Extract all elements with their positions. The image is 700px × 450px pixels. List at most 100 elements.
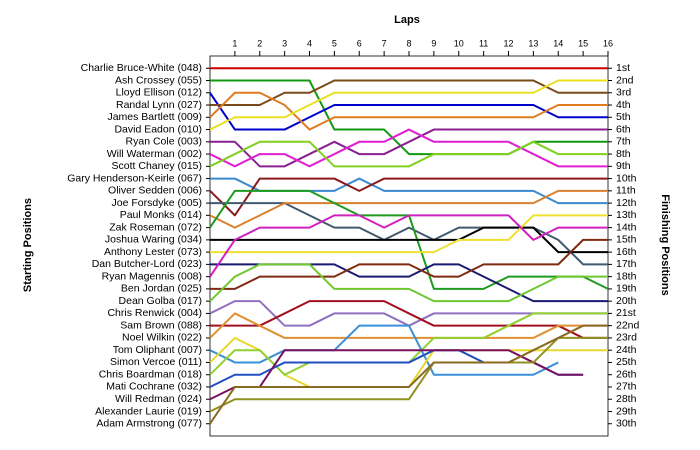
driver-label: Scott Chaney (015) (112, 160, 202, 172)
x-tick-label: 8 (406, 38, 411, 48)
driver-label: Will Redman (024) (115, 393, 202, 405)
driver-label: Ryan Magennis (008) (102, 270, 202, 282)
y2-tick-label: 15th (616, 234, 637, 246)
position-line (209, 324, 608, 425)
position-line (210, 128, 608, 168)
y2-tick-label: 21st (616, 307, 636, 319)
position-line (209, 92, 608, 131)
driver-label: Chris Boardman (018) (99, 368, 202, 380)
driver-label: Mati Cochrane (032) (106, 381, 202, 393)
x-tick-label: 13 (528, 38, 538, 48)
y2-tick-label: 3rd (616, 87, 631, 99)
y2-tick-label: 25th (616, 356, 637, 368)
position-line (210, 79, 608, 156)
position-line (210, 238, 608, 290)
driver-label: Ash Crossey (055) (115, 74, 202, 86)
position-line (209, 336, 608, 413)
x-tick-label: 9 (431, 38, 436, 48)
x-tick-label: 7 (382, 38, 387, 48)
x-tick-label: 1 (232, 38, 237, 48)
y2-tick-label: 29th (616, 405, 637, 417)
driver-label: Joe Forsdyke (005) (112, 197, 202, 209)
driver-label: Alexander Laurie (019) (95, 405, 202, 417)
x-tick-label: 6 (357, 38, 362, 48)
y2-tick-label: 14th (616, 221, 637, 233)
x-tick-label: 14 (553, 38, 563, 48)
y2-tick-label: 13th (616, 209, 637, 221)
driver-label: Sam Brown (088) (120, 319, 202, 331)
x-tick-label: 12 (503, 38, 513, 48)
position-line (210, 79, 608, 107)
driver-label: Simon Vercoe (011) (110, 356, 202, 368)
x-tick-label: 16 (603, 38, 613, 48)
driver-label: Ben Jordan (025) (121, 283, 202, 295)
x-tick-label: 2 (257, 38, 262, 48)
y2-tick-label: 19th (616, 283, 637, 295)
position-line (209, 214, 608, 278)
y2-tick-label: 11th (616, 185, 636, 197)
x-tick-label: 11 (479, 38, 488, 48)
position-line (209, 312, 608, 339)
x-tick-label: 15 (578, 38, 588, 48)
y2-tick-label: 10th (616, 172, 637, 184)
y2-tick-label: 26th (616, 368, 637, 380)
y2-tick-label: 22nd (616, 319, 640, 331)
y2-tick-label: 6th (616, 123, 631, 135)
driver-label: Lloyd Ellison (012) (116, 87, 202, 99)
x-tick-label: 3 (282, 38, 287, 48)
position-line (209, 91, 608, 131)
driver-label: Chris Renwick (004) (107, 307, 202, 319)
driver-label: Tom Oliphant (007) (113, 344, 202, 356)
driver-label: Anthony Lester (073) (104, 246, 202, 258)
position-line (210, 214, 608, 254)
driver-label: Joshua Waring (034) (105, 234, 202, 246)
driver-label: James Bartlett (009) (107, 111, 202, 123)
y2-tick-label: 28th (616, 393, 637, 405)
y2-tick-label: 24th (616, 344, 637, 356)
y2-tick-label: 23rd (616, 332, 637, 344)
y2-tick-label: 20th (616, 295, 637, 307)
y2-tick-label: 12th (616, 197, 637, 209)
x-axis-title: Laps (394, 14, 420, 26)
y2-tick-label: 8th (616, 148, 631, 160)
position-line (210, 202, 608, 266)
y2-tick-label: 7th (616, 136, 631, 148)
driver-label: Gary Henderson-Keirle (067) (67, 172, 202, 184)
driver-label: David Eadon (010) (114, 123, 202, 135)
y2-tick-label: 17th (616, 258, 637, 270)
driver-label: Will Waterman (002) (107, 148, 202, 160)
driver-label: Paul Monks (014) (120, 209, 202, 221)
y2-tick-label: 27th (616, 381, 637, 393)
y2-tick-label: 5th (616, 111, 631, 123)
driver-label: Charlie Bruce-White (048) (81, 62, 202, 74)
position-line (209, 177, 608, 217)
y2-tick-label: 2nd (616, 74, 634, 86)
position-line (209, 140, 608, 168)
y2-tick-label: 4th (616, 99, 631, 111)
driver-label: Zak Roseman (072) (109, 221, 202, 233)
position-line (209, 128, 608, 168)
x-tick-label: 4 (307, 38, 312, 48)
y2-axis-title: Finishing Positions (659, 194, 671, 295)
position-line (209, 79, 608, 131)
driver-label: Noel Wilkin (022) (122, 332, 202, 344)
y2-tick-label: 9th (616, 160, 631, 172)
driver-label: Adam Armstrong (077) (96, 418, 202, 430)
plot-area (209, 55, 609, 437)
driver-label: Dan Butcher-Lord (023) (92, 258, 202, 270)
x-tick-label: 10 (454, 38, 464, 48)
position-line (210, 300, 608, 339)
driver-label: Ryan Cole (003) (126, 136, 202, 148)
position-line (209, 263, 608, 303)
y2-tick-label: 16th (616, 246, 637, 258)
driver-label: Dean Golba (017) (119, 295, 202, 307)
y2-tick-label: 30th (616, 418, 637, 430)
x-tick-label: 5 (332, 38, 337, 48)
position-line (209, 189, 608, 229)
y-axis-title: Starting Positions (22, 198, 34, 292)
driver-label: Randal Lynn (027) (116, 99, 202, 111)
driver-label: Oliver Sedden (006) (108, 185, 202, 197)
y2-tick-label: 18th (616, 270, 637, 282)
y2-tick-label: 1st (616, 62, 630, 74)
